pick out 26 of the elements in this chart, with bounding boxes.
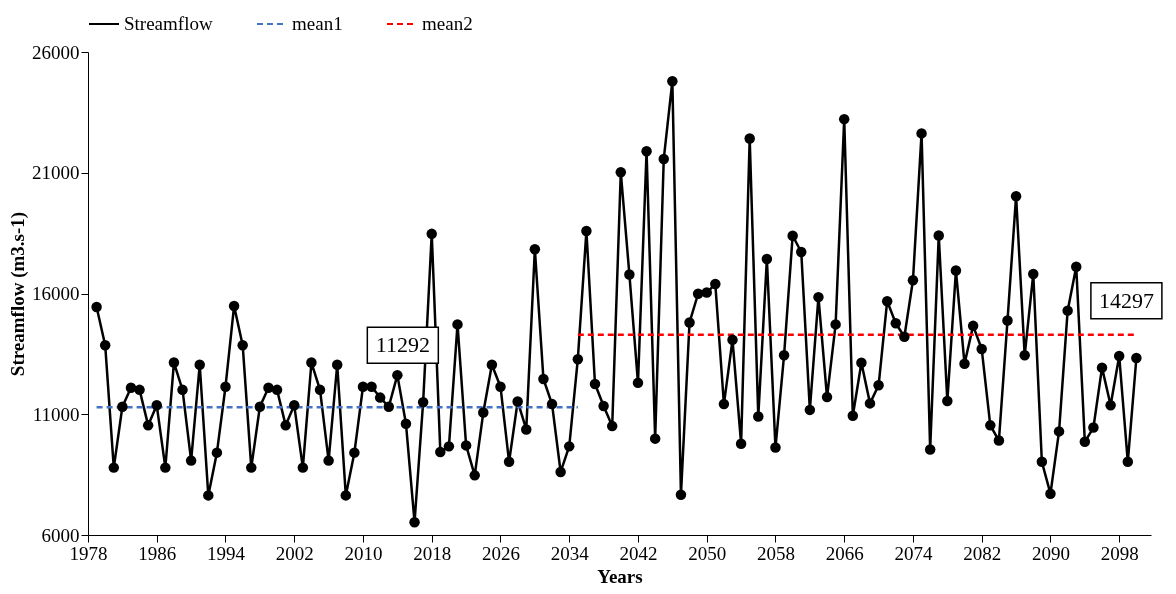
legend-label: mean2 (422, 13, 473, 34)
x-tick-label: 2090 (1031, 542, 1070, 564)
y-tick-label: 26000 (32, 41, 80, 63)
annotation: 11292 (375, 332, 430, 358)
x-tick-label: 2050 (688, 542, 727, 564)
legend-label: mean1 (292, 13, 343, 34)
x-tick-label: 2010 (344, 542, 383, 564)
x-tick-label: 2002 (275, 542, 314, 564)
x-tick-label: 2066 (825, 542, 864, 564)
x-tick-label: 1994 (206, 542, 246, 564)
x-tick-label: 2098 (1100, 542, 1139, 564)
x-tick-label: 2026 (481, 542, 520, 564)
x-tick-label: 2074 (894, 542, 933, 564)
y-tick-label: 16000 (32, 283, 80, 304)
y-axis-title: Streamflow (m3.s-1) (7, 211, 29, 377)
x-axis-title: Years (597, 565, 643, 587)
legend-label: Streamflow (124, 13, 213, 34)
x-tick-label: 2058 (756, 542, 795, 564)
x-tick-label: 2018 (413, 542, 452, 564)
x-tick-label: 2082 (963, 542, 1002, 564)
y-tick-label: 11000 (32, 403, 80, 425)
x-tick-label: 1986 (138, 542, 177, 564)
annotation: 14297 (1098, 287, 1154, 313)
x-tick-label: 2034 (550, 542, 590, 564)
y-tick-label: 21000 (32, 162, 80, 184)
x-tick-label: 2042 (619, 542, 658, 564)
